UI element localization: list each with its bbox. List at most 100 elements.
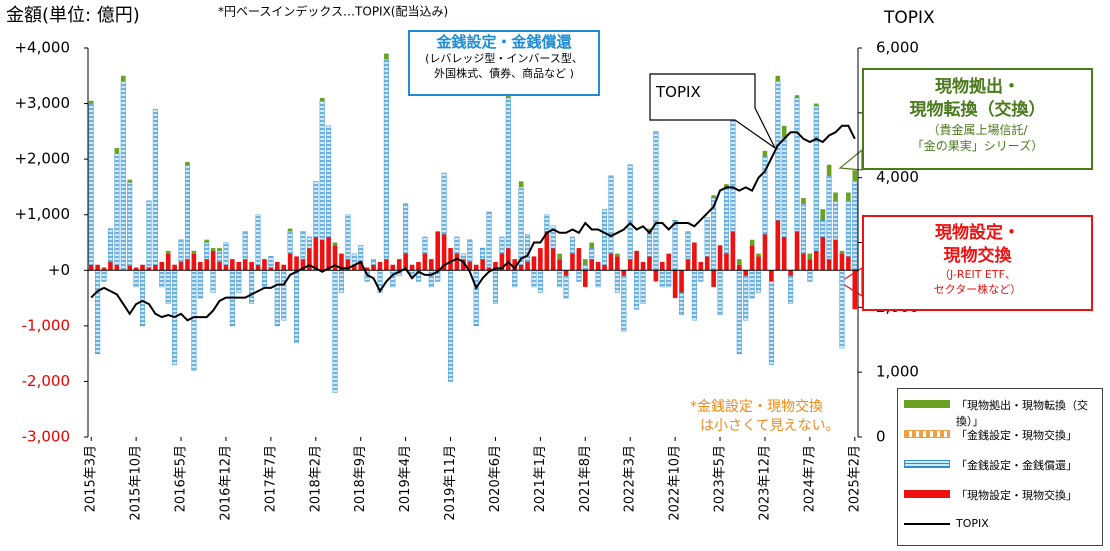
y-tick-label: +2,000 (14, 150, 70, 168)
bar (736, 259, 742, 265)
bar (377, 261, 383, 271)
bar (820, 236, 826, 271)
bar (88, 264, 94, 271)
bar (614, 270, 620, 293)
bar (319, 100, 325, 240)
legend-label: 「金銭設定・金銭償還」 (956, 459, 1077, 472)
bar (236, 270, 242, 293)
annotation: 現物交換 (943, 245, 1012, 266)
legend-label: TOPIX (956, 517, 989, 530)
bar (384, 259, 389, 271)
bar (807, 259, 813, 271)
bar (307, 248, 312, 271)
bar (621, 270, 627, 276)
bar (300, 231, 306, 260)
bar (781, 236, 787, 271)
bar (692, 242, 697, 271)
x-tick-label: 2015年10月 (129, 445, 144, 521)
y2-label: TOPIX (883, 8, 935, 28)
bar (172, 264, 177, 271)
bar (518, 264, 524, 271)
bar (845, 200, 851, 257)
bar (403, 203, 409, 254)
bar (634, 270, 640, 310)
bar (518, 186, 524, 265)
bar (435, 231, 441, 271)
annotation: TOPIX (656, 83, 701, 101)
chart-title: 金額(単位: 億円) (6, 5, 140, 26)
bar (794, 231, 800, 271)
bar (281, 270, 287, 321)
bar (826, 164, 832, 176)
bar (833, 239, 838, 271)
bar (852, 181, 858, 271)
bar (717, 270, 723, 315)
bar (640, 261, 646, 271)
bar (813, 250, 819, 271)
bar (602, 264, 607, 271)
x-tick-label: 2018年9月 (353, 445, 368, 512)
bar (846, 256, 851, 271)
bar (319, 98, 325, 101)
bar (178, 239, 184, 263)
bar (762, 234, 768, 271)
bar (210, 250, 216, 271)
bar (281, 264, 287, 271)
bar (416, 261, 421, 271)
legend-item: 「金銭設定・金銭償還」 (904, 457, 1100, 473)
bar (691, 270, 697, 321)
bar (358, 261, 364, 271)
x-tick-label: 2015年3月 (84, 445, 99, 512)
bar (223, 242, 229, 265)
bar (441, 234, 447, 271)
bar (146, 267, 152, 271)
bar (505, 248, 511, 271)
bar (813, 106, 819, 252)
bar (107, 228, 113, 263)
bar (313, 236, 319, 271)
callout-tail (838, 148, 863, 171)
annotation: 外国株式、債券、商品など ) (434, 67, 574, 81)
bar (653, 131, 659, 271)
x-tick-label: 2018年2月 (308, 445, 323, 512)
bar (287, 253, 293, 271)
bar (101, 267, 107, 271)
bar (274, 270, 280, 327)
bar (191, 250, 197, 254)
bars (88, 53, 858, 393)
bar (159, 270, 165, 288)
bar (230, 259, 235, 271)
legend-item: 「現物拠出・現物転換（交換）」 (904, 397, 1100, 429)
bar (807, 253, 813, 260)
bar (306, 236, 312, 249)
bar (133, 267, 139, 271)
bar (332, 242, 338, 246)
y2-tick-label: 0 (876, 428, 886, 446)
bar (724, 184, 729, 187)
bar (242, 231, 248, 260)
bar (422, 236, 428, 254)
bar (460, 253, 466, 260)
bar (146, 200, 152, 268)
bar (659, 261, 665, 271)
bar (794, 95, 800, 99)
x-tick-label: 2021年1月 (533, 445, 548, 512)
bar (332, 270, 338, 393)
bar (685, 231, 691, 260)
bar (422, 253, 428, 271)
bar (364, 267, 370, 271)
bar (666, 253, 672, 271)
annotation: 現物拠出・ (935, 77, 1020, 97)
bar (236, 261, 242, 271)
bar (326, 236, 331, 271)
annotation: 現物転換（交換） (909, 99, 1046, 120)
bar (775, 220, 781, 271)
bar (95, 270, 101, 354)
bar (672, 270, 678, 299)
bar (140, 270, 146, 327)
bar (711, 195, 716, 199)
bar (242, 259, 248, 271)
bar (499, 253, 505, 271)
bar (454, 236, 460, 254)
